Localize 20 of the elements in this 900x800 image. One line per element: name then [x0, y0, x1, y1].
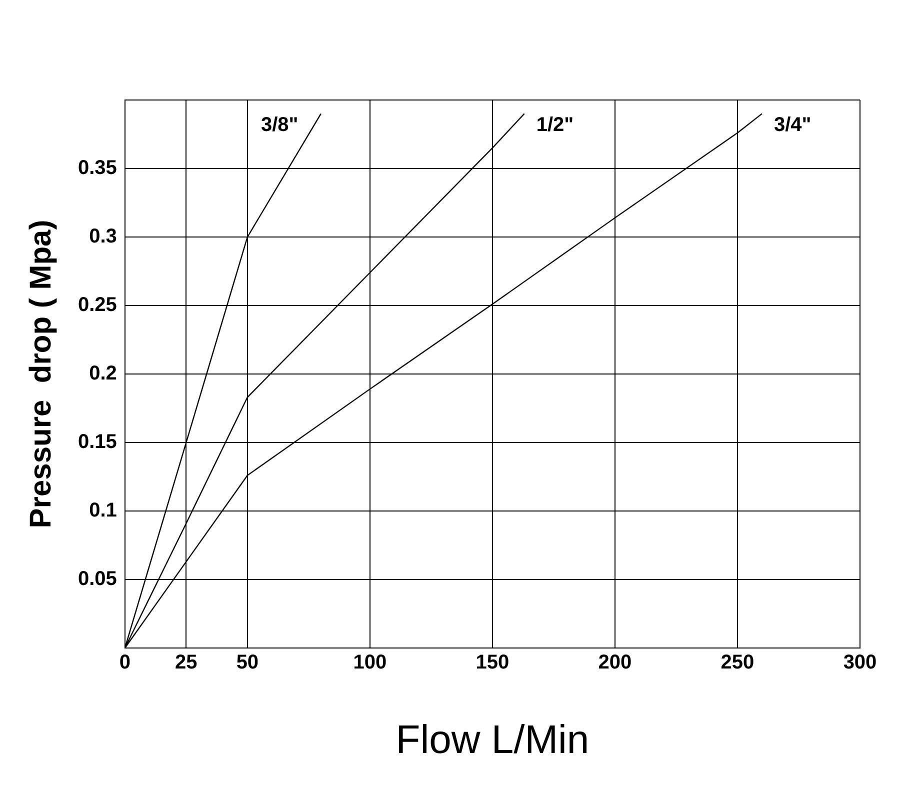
- y-axis-title: Pressure drop ( Mpa): [24, 220, 58, 528]
- x-tick-label: 25: [175, 652, 198, 674]
- x-tick-label: 150: [476, 652, 510, 674]
- x-tick-label: 0: [119, 652, 130, 674]
- y-tick-label: 0.25: [78, 294, 117, 316]
- series-label: 3/4": [774, 114, 812, 136]
- y-tick-label: 0.2: [89, 362, 117, 385]
- x-tick-label: 200: [598, 652, 632, 674]
- y-tick-label: 0.3: [89, 226, 117, 248]
- x-tick-label: 300: [843, 652, 877, 674]
- x-axis-title: Flow L/Min: [396, 718, 590, 762]
- series-label: 1/2": [536, 114, 574, 136]
- x-tick-label: 50: [236, 652, 259, 674]
- y-tick-label: 0.15: [78, 431, 117, 454]
- y-tick-label: 0.05: [78, 568, 117, 590]
- x-tick-label: 250: [720, 652, 754, 674]
- series-label: 3/8": [260, 114, 298, 136]
- y-tick-label: 0.35: [78, 157, 117, 180]
- x-tick-label: 100: [353, 652, 387, 674]
- y-tick-label: 0.1: [89, 500, 117, 522]
